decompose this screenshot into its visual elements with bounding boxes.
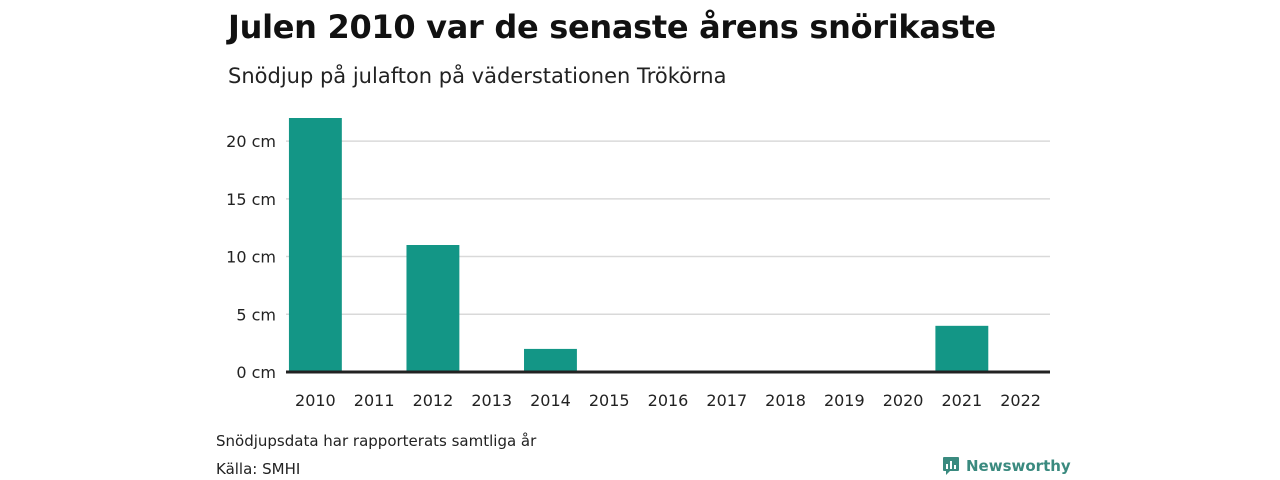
bar-2014 [524, 348, 577, 372]
brand-name: Newsworthy [966, 457, 1071, 475]
x-tick-label: 2020 [883, 391, 924, 410]
bar-2012 [406, 245, 460, 372]
newsworthy-logo-icon [943, 457, 959, 475]
x-tick-label: 2021 [941, 391, 982, 410]
data-note: Snödjupsdata har rapporterats samtliga å… [216, 432, 537, 450]
x-tick-label: 2018 [765, 391, 806, 410]
y-tick-label: 0 cm [236, 363, 276, 382]
brand-logo: Newsworthy [942, 456, 1071, 476]
x-tick-label: 2011 [354, 391, 395, 410]
x-tick-label: 2013 [471, 391, 512, 410]
bar-2010 [288, 118, 342, 372]
y-tick-label: 20 cm [226, 132, 276, 151]
bar-2021 [935, 325, 989, 372]
y-tick-label: 10 cm [226, 248, 276, 267]
x-tick-label: 2019 [824, 391, 865, 410]
x-tick-label: 2012 [413, 391, 454, 410]
x-tick-label: 2015 [589, 391, 630, 410]
chart-title: Julen 2010 var de senaste årens snörikas… [228, 8, 996, 46]
x-tick-label: 2010 [295, 391, 336, 410]
source-label: Källa: SMHI [216, 460, 301, 478]
y-tick-label: 15 cm [226, 190, 276, 209]
bar-chart: 0 cm 5 cm 10 cm 15 cm 20 cm 2010 2011 2012 2013 2… [226, 118, 1050, 410]
x-tick-label: 2022 [1000, 391, 1041, 410]
x-tick-label: 2017 [706, 391, 747, 410]
x-tick-label: 2016 [648, 391, 689, 410]
chart-subtitle: Snödjup på julafton på väderstationen Tr… [228, 64, 727, 88]
x-tick-label: 2014 [530, 391, 571, 410]
y-tick-label: 5 cm [236, 305, 276, 324]
